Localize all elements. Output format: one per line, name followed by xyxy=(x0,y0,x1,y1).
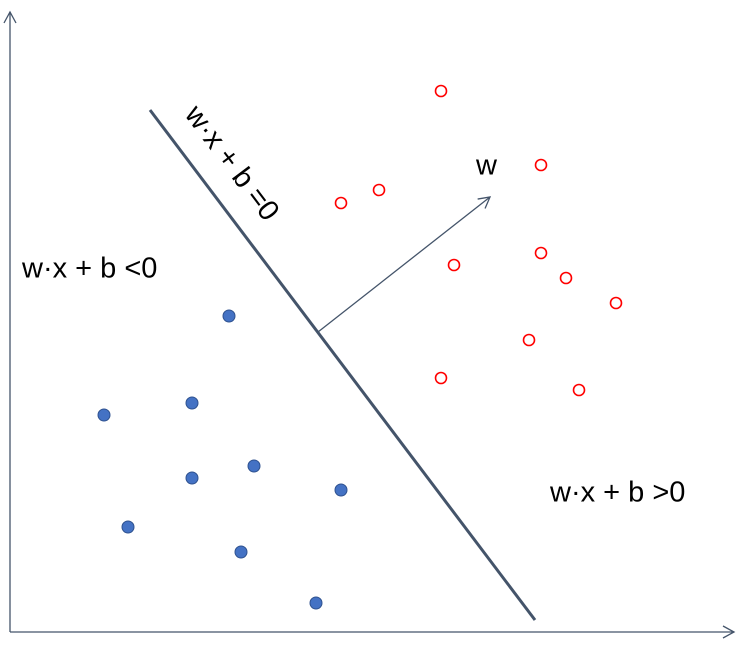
negative-points xyxy=(97,309,348,610)
decision-boundary xyxy=(148,109,537,621)
point xyxy=(559,271,573,285)
point xyxy=(247,459,261,473)
positive-region-label: w·x + b >0 xyxy=(549,477,685,509)
point xyxy=(609,296,623,310)
point xyxy=(534,158,548,172)
point xyxy=(334,196,348,210)
point xyxy=(372,183,386,197)
point xyxy=(185,471,199,485)
point xyxy=(97,408,111,422)
normal-vector xyxy=(317,196,492,333)
boundary-label: w·x + b =0 xyxy=(178,99,286,227)
point xyxy=(309,596,323,610)
point xyxy=(447,258,461,272)
point xyxy=(121,520,135,534)
point xyxy=(185,396,199,410)
vector-label: w xyxy=(475,150,498,182)
point xyxy=(434,84,448,98)
point xyxy=(222,309,236,323)
point xyxy=(234,545,248,559)
negative-region-label: w·x + b <0 xyxy=(21,253,157,285)
positive-points xyxy=(334,84,623,397)
point xyxy=(434,371,448,385)
point xyxy=(522,333,536,347)
point xyxy=(572,383,586,397)
point xyxy=(534,246,548,260)
point xyxy=(334,483,348,497)
